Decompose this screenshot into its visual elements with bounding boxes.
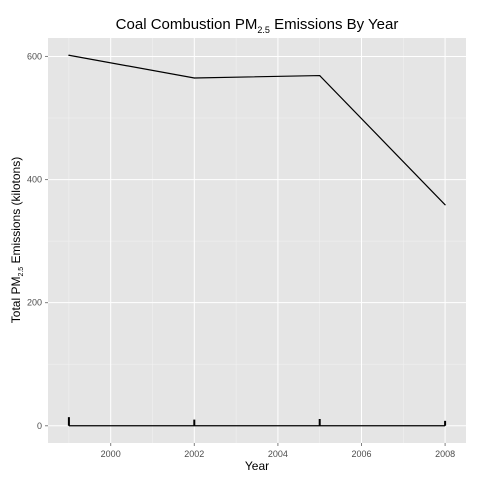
plot-panel	[48, 38, 466, 443]
emissions-data-point	[68, 54, 70, 56]
x-tick-label: 2002	[184, 449, 204, 459]
emissions-data-point	[193, 77, 195, 79]
minor-gridlines	[48, 38, 466, 443]
x-axis-label: Year	[245, 459, 269, 473]
y-axis-ticks: 0 200 400 600	[27, 51, 48, 431]
x-tick-label: 2006	[351, 449, 371, 459]
emissions-data-point	[319, 74, 321, 77]
x-axis-ticks: 2000 2002 2004 2006 2008	[101, 443, 455, 459]
y-tick-label: 400	[27, 175, 42, 185]
x-tick-label: 2008	[435, 449, 455, 459]
chart-title: Coal Combustion PM2.5 Emissions By Year	[116, 16, 399, 35]
y-axis-label: Total PM2.5 Emissions (kilotons)	[9, 157, 25, 323]
y-tick-label: 200	[27, 298, 42, 308]
emissions-data-point	[444, 204, 446, 206]
y-tick-label: 0	[37, 421, 42, 431]
major-gridlines	[48, 38, 466, 443]
emissions-series-line	[68, 54, 446, 206]
x-tick-label: 2000	[101, 449, 121, 459]
y-tick-label: 600	[27, 51, 42, 61]
x-tick-label: 2004	[268, 449, 288, 459]
plot-marks	[67, 54, 447, 427]
